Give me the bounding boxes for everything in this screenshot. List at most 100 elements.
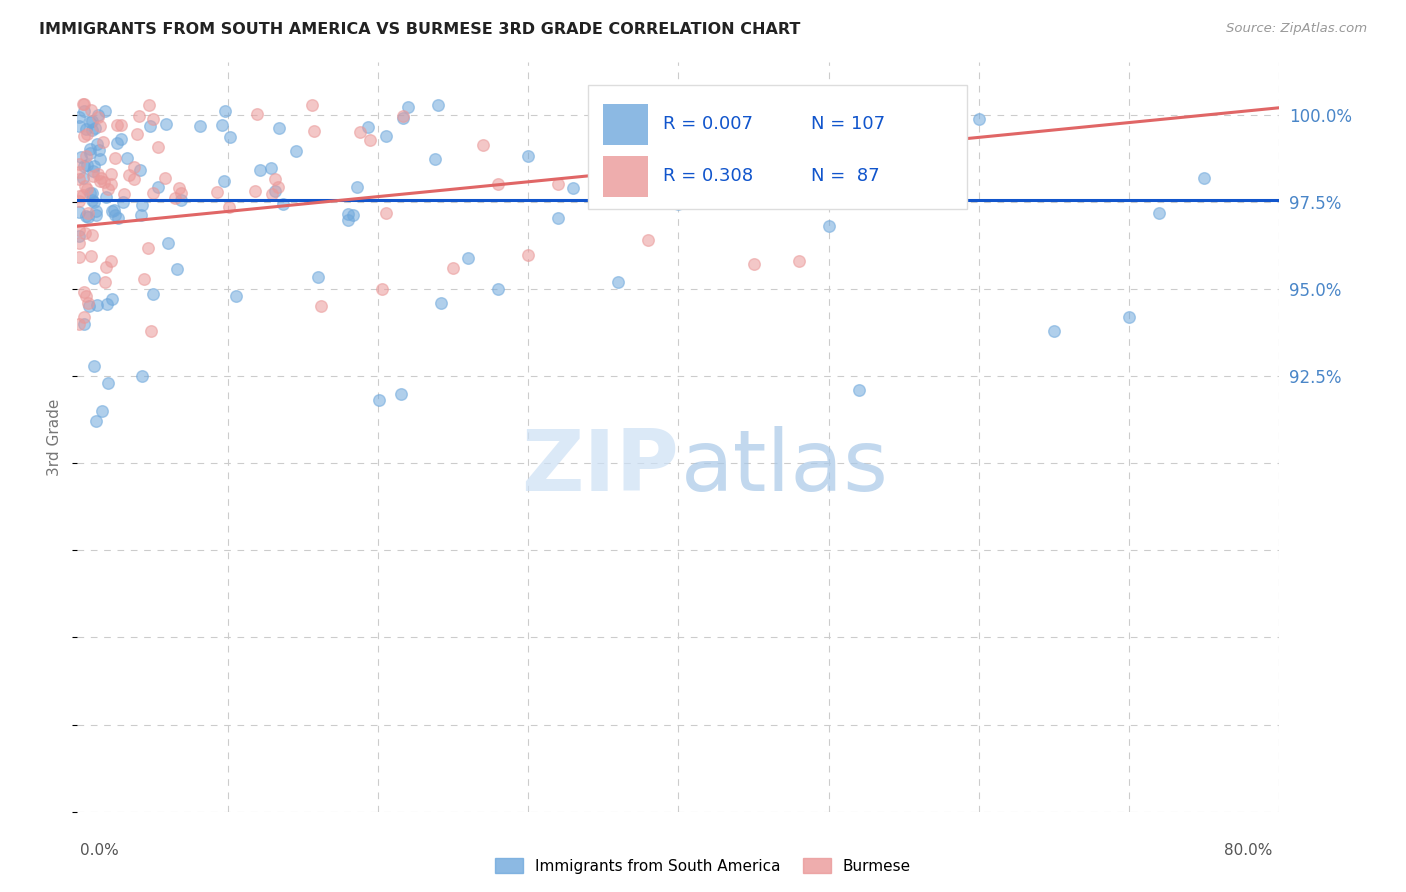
Point [486,177,509,191]
Point [138,97,160,112]
Point [87,108,110,122]
Bar [603,156,648,197]
Point [73,159,96,173]
Point [96,297,118,311]
Point [72,317,94,331]
Point [211,118,233,132]
Point [83,359,105,373]
Point [84,208,107,222]
Point [97,376,120,390]
Point [263,172,285,186]
Point [302,124,325,138]
Point [73,97,96,112]
Point [82,169,104,183]
Point [87,167,110,181]
Point [89,174,111,188]
Point [77,299,100,313]
Point [89,152,111,166]
Point [214,104,236,119]
Point [668,197,690,211]
Point [80,227,103,242]
Point [607,275,630,289]
Point [67,194,90,208]
Point [562,180,585,194]
Text: atlas: atlas [681,425,889,508]
Point [89,119,111,133]
Point [90,171,112,186]
Point [517,248,540,262]
Point [76,210,98,224]
Point [103,202,125,217]
Point [136,241,159,255]
Point [122,172,145,186]
Point [367,393,389,408]
Point [84,204,107,219]
Point [337,207,360,221]
Text: 80.0%: 80.0% [1225,843,1272,858]
Text: R = 0.007: R = 0.007 [662,115,752,133]
Point [214,174,236,188]
Point [547,211,569,226]
Point [259,161,281,176]
Point [101,292,124,306]
Point [848,140,870,154]
Point [697,174,720,188]
Point [592,190,614,204]
Point [73,310,96,324]
Point [67,205,90,219]
Point [75,209,97,223]
Bar [603,103,648,145]
Point [1194,171,1216,186]
Point [83,120,105,135]
Point [104,208,127,222]
Point [96,189,118,203]
Text: R = 0.308: R = 0.308 [662,168,752,186]
Point [139,324,162,338]
Point [301,98,323,112]
Point [374,128,396,143]
Point [75,122,97,136]
Point [67,110,90,124]
Point [188,120,211,134]
Point [125,127,148,141]
Point [346,180,368,194]
Point [155,117,177,131]
Point [592,135,614,149]
Point [264,185,287,199]
Point [129,163,152,178]
Point [311,299,333,313]
Point [111,195,134,210]
Point [392,110,415,124]
Point [110,132,132,146]
Point [359,133,381,147]
Point [69,120,91,134]
Point [142,112,165,127]
Point [82,193,104,207]
Text: IMMIGRANTS FROM SOUTH AMERICA VS BURMESE 3RD GRADE CORRELATION CHART: IMMIGRANTS FROM SOUTH AMERICA VS BURMESE… [39,22,801,37]
Point [75,226,97,240]
Point [118,168,141,182]
Point [93,175,115,189]
Text: 0.0%: 0.0% [80,843,120,858]
Point [697,136,720,150]
Point [72,188,94,202]
Point [79,146,101,161]
Point [91,135,114,149]
Point [249,163,271,178]
Point [349,125,371,139]
Point [110,118,132,132]
Point [67,157,90,171]
Point [742,194,765,208]
Point [100,178,122,192]
Point [142,286,165,301]
Point [218,129,240,144]
Point [75,149,97,163]
Point [80,103,103,117]
Point [472,137,495,152]
Point [169,193,191,207]
Point [848,383,870,397]
Point [86,136,108,151]
Point [73,179,96,194]
Point [128,109,150,123]
Text: ZIP: ZIP [520,425,679,508]
